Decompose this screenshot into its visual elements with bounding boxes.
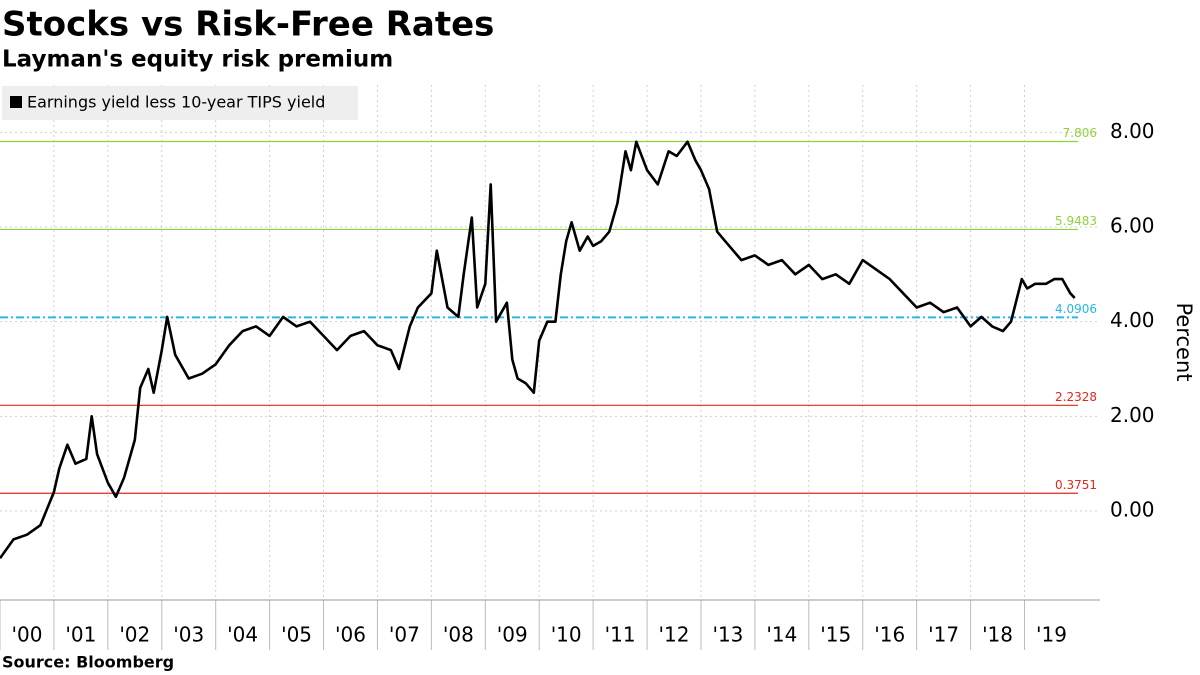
x-tick-label: '11 [605, 623, 636, 647]
x-tick-label: '13 [712, 623, 743, 647]
y-tick-label: 8.00 [1110, 119, 1155, 143]
x-tick-label: '06 [335, 623, 366, 647]
x-tick-label: '00 [11, 623, 42, 647]
x-tick-label: '16 [874, 623, 905, 647]
reference-label: 0.3751 [1055, 478, 1097, 492]
x-tick-label: '18 [982, 623, 1013, 647]
x-tick-label: '08 [443, 623, 474, 647]
y-tick-label: 4.00 [1110, 308, 1155, 332]
legend-swatch [10, 96, 22, 108]
y-axis-label: Percent [1172, 302, 1196, 381]
chart-subtitle: Layman's equity risk premium [2, 47, 393, 73]
x-tick-label: '03 [173, 623, 204, 647]
x-tick-label: '15 [820, 623, 851, 647]
reference-label: 5.9483 [1055, 214, 1097, 228]
x-tick-label: '19 [1036, 623, 1067, 647]
source: Source: Bloomberg [2, 653, 174, 672]
x-tick-label: '10 [551, 623, 582, 647]
x-tick-label: '07 [389, 623, 420, 647]
legend-label: Earnings yield less 10-year TIPS yield [27, 93, 325, 112]
y-tick-label: 2.00 [1110, 403, 1155, 427]
y-tick-label: 0.00 [1110, 498, 1155, 522]
chart-title: Stocks vs Risk-Free Rates [2, 5, 494, 45]
x-tick-label: '02 [119, 623, 150, 647]
y-tick-label: 6.00 [1110, 214, 1155, 238]
x-tick-label: '17 [928, 623, 959, 647]
x-tick-label: '04 [227, 623, 258, 647]
legend-box [2, 86, 358, 120]
x-tick-label: '14 [766, 623, 797, 647]
reference-label: 4.0906 [1055, 302, 1097, 316]
x-tick-label: '01 [65, 623, 96, 647]
reference-label: 2.2328 [1055, 390, 1097, 404]
x-tick-label: '05 [281, 623, 312, 647]
x-tick-label: '12 [659, 623, 690, 647]
reference-label: 7.806 [1063, 126, 1097, 140]
data-line [0, 140, 1076, 560]
x-tick-label: '09 [497, 623, 528, 647]
